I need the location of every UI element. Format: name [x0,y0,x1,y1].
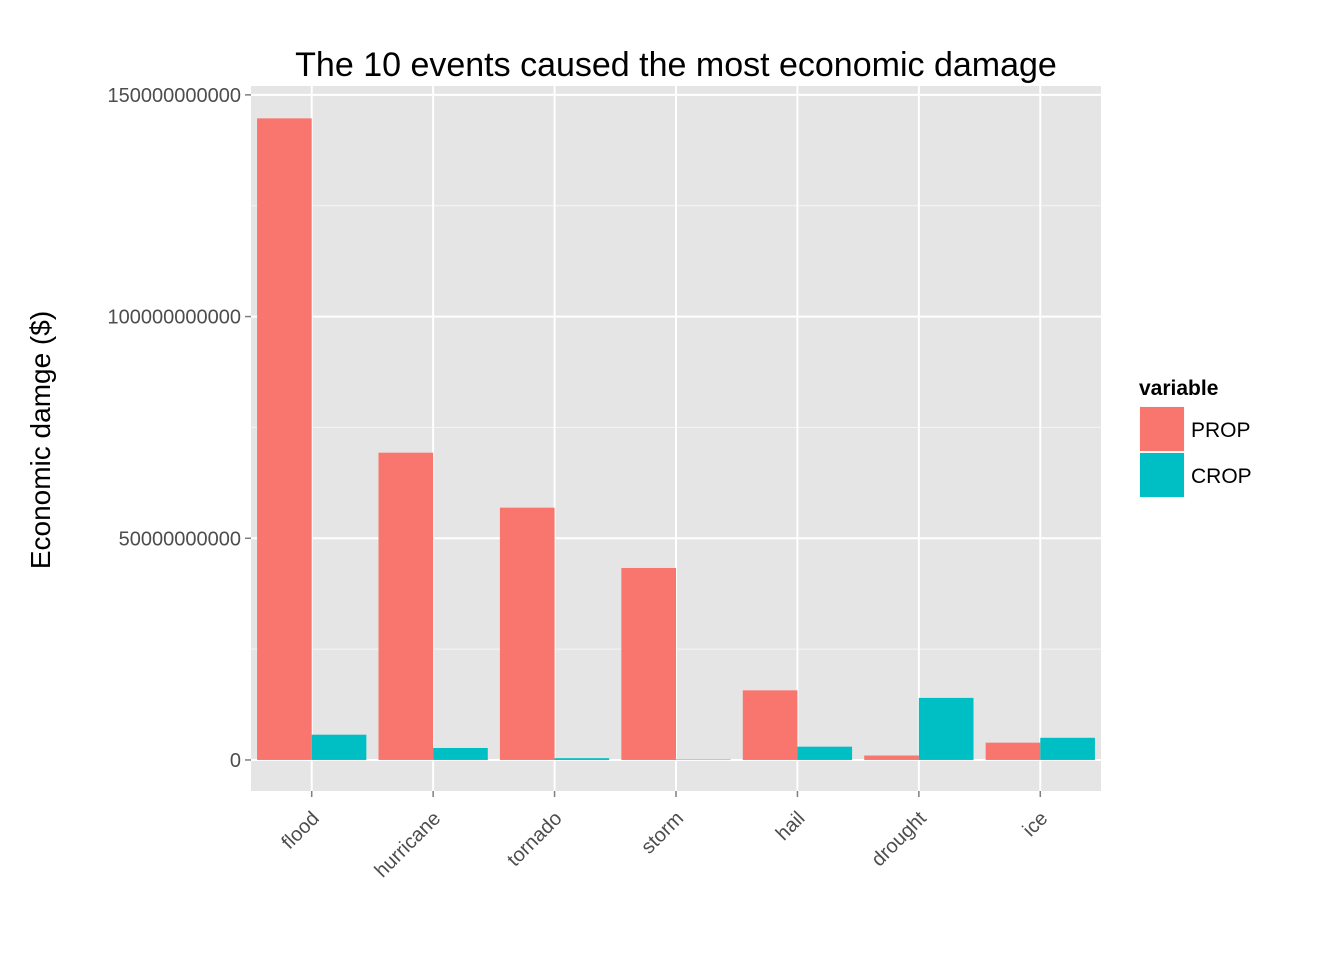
bar-prop-storm [621,567,676,760]
legend-label-prop: PROP [1191,419,1251,442]
y-axis-label: Economic damge ($) [25,311,56,569]
y-axis: 0 50000000000 100000000000 150000000000 [108,85,251,772]
bar-crop-tornado [554,758,610,760]
chart-title: The 10 events caused the most economic d… [295,46,1057,84]
legend-swatch-crop [1140,453,1184,497]
bar-crop-ice [1040,737,1095,760]
y-tick-label: 150000000000 [108,85,241,107]
legend: variable PROP CROP [1138,377,1252,499]
y-tick-label: 0 [230,750,241,772]
x-tick-label: hail [772,807,810,845]
bar-crop-flood [311,734,367,760]
bar-prop-flood [257,118,312,760]
bar-prop-tornado [499,507,555,760]
legend-swatch-prop [1140,407,1184,451]
bar-crop-drought [918,697,974,760]
legend-title: variable [1139,377,1218,400]
x-tick-label: flood [278,807,324,853]
y-tick-label: 100000000000 [108,307,241,329]
x-tick-label: storm [637,807,688,858]
bar-prop-ice [985,742,1041,760]
y-tick-label: 50000000000 [119,528,241,550]
legend-label-crop: CROP [1191,465,1252,488]
bars [257,118,1095,761]
bar-prop-hail [742,690,798,760]
x-tick-label: ice [1019,807,1053,841]
bar-crop-hail [797,746,853,760]
x-axis: flood hurricane tornado storm hail drought ice [278,791,1053,882]
bar-crop-storm [676,759,731,761]
bar-prop-hurricane [378,452,434,760]
bar-prop-drought [864,755,919,760]
x-tick-label: tornado [503,807,567,871]
bar-crop-hurricane [433,747,488,760]
x-tick-label: drought [867,807,931,871]
x-tick-label: hurricane [371,807,446,882]
